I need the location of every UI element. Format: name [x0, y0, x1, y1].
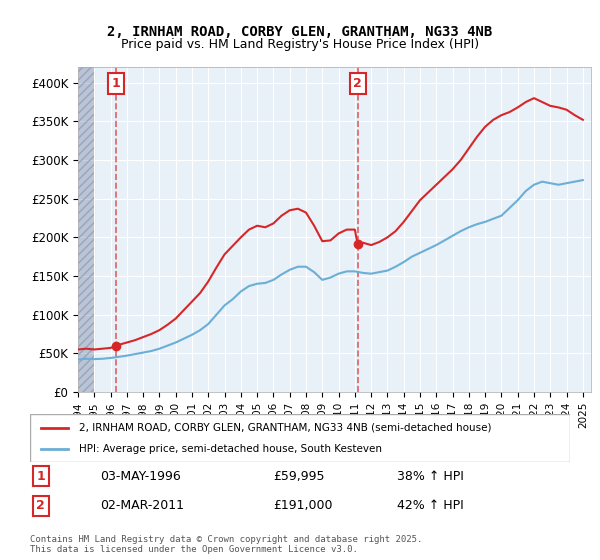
- Text: 2: 2: [37, 500, 45, 512]
- Text: 42% ↑ HPI: 42% ↑ HPI: [397, 500, 464, 512]
- Text: £191,000: £191,000: [273, 500, 332, 512]
- Text: £59,995: £59,995: [273, 470, 325, 483]
- Text: 03-MAY-1996: 03-MAY-1996: [100, 470, 181, 483]
- Text: Contains HM Land Registry data © Crown copyright and database right 2025.
This d: Contains HM Land Registry data © Crown c…: [30, 535, 422, 554]
- Text: 2, IRNHAM ROAD, CORBY GLEN, GRANTHAM, NG33 4NB: 2, IRNHAM ROAD, CORBY GLEN, GRANTHAM, NG…: [107, 25, 493, 39]
- Bar: [78, 67, 94, 392]
- Text: 02-MAR-2011: 02-MAR-2011: [100, 500, 184, 512]
- FancyBboxPatch shape: [30, 414, 570, 462]
- Bar: [78, 67, 94, 392]
- Text: 2: 2: [353, 77, 362, 90]
- Text: Price paid vs. HM Land Registry's House Price Index (HPI): Price paid vs. HM Land Registry's House …: [121, 38, 479, 51]
- Text: HPI: Average price, semi-detached house, South Kesteven: HPI: Average price, semi-detached house,…: [79, 444, 382, 454]
- Text: 1: 1: [37, 470, 45, 483]
- Text: 1: 1: [112, 77, 121, 90]
- Text: 38% ↑ HPI: 38% ↑ HPI: [397, 470, 464, 483]
- Text: 2, IRNHAM ROAD, CORBY GLEN, GRANTHAM, NG33 4NB (semi-detached house): 2, IRNHAM ROAD, CORBY GLEN, GRANTHAM, NG…: [79, 423, 491, 433]
